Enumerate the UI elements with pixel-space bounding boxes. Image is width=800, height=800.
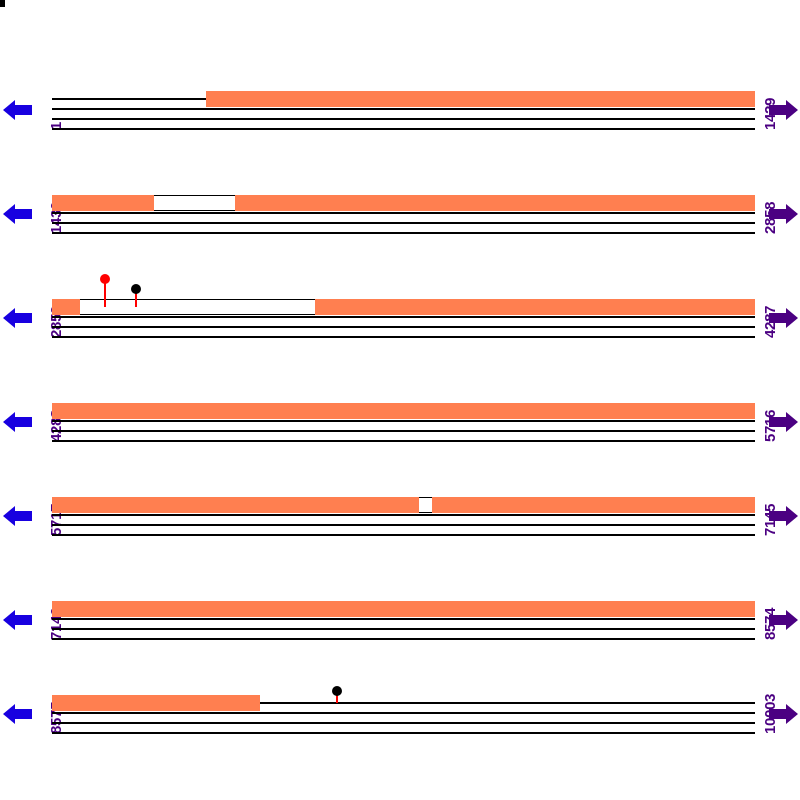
frame-line-3 bbox=[52, 326, 755, 328]
track-end-coordinate: 10003 bbox=[762, 693, 779, 734]
reading-frame-lines bbox=[52, 690, 755, 736]
track-end-coordinate: 2858 bbox=[762, 201, 779, 234]
arrow-left-icon[interactable] bbox=[3, 505, 33, 527]
track-end-coordinate: 1429 bbox=[762, 97, 779, 130]
arrow-left-icon[interactable] bbox=[3, 99, 33, 121]
marker-stem bbox=[135, 289, 137, 307]
orf-block[interactable] bbox=[52, 403, 755, 419]
marker-stem bbox=[104, 279, 106, 307]
frame-line-4 bbox=[52, 534, 755, 536]
arrow-right-icon[interactable] bbox=[768, 411, 798, 433]
frame-line-2 bbox=[52, 514, 755, 516]
corner-artifact bbox=[0, 0, 5, 7]
arrow-right-icon[interactable] bbox=[768, 203, 798, 225]
frame-line-2 bbox=[52, 212, 755, 214]
marker-head bbox=[100, 274, 110, 284]
arrow-left-icon[interactable] bbox=[3, 307, 33, 329]
orf-block[interactable] bbox=[52, 695, 260, 711]
track-end-coordinate: 4287 bbox=[762, 305, 779, 338]
frame-line-2 bbox=[52, 316, 755, 318]
track-end-coordinate: 8574 bbox=[762, 607, 779, 640]
frame-line-4 bbox=[52, 732, 755, 734]
frame-line-3 bbox=[52, 430, 755, 432]
frame-line-3 bbox=[52, 118, 755, 120]
arrow-right-icon[interactable] bbox=[768, 99, 798, 121]
arrow-left-icon[interactable] bbox=[3, 609, 33, 631]
frame-line-2 bbox=[52, 420, 755, 422]
orf-block[interactable] bbox=[52, 497, 755, 513]
marker-stem bbox=[336, 691, 338, 703]
arrow-left-icon[interactable] bbox=[3, 703, 33, 725]
arrow-right-icon[interactable] bbox=[768, 307, 798, 329]
arrow-right-icon[interactable] bbox=[768, 703, 798, 725]
orf-gap bbox=[154, 195, 235, 211]
frame-line-3 bbox=[52, 524, 755, 526]
orf-gap bbox=[80, 299, 315, 315]
marker-head bbox=[131, 284, 141, 294]
orf-block[interactable] bbox=[52, 601, 755, 617]
frame-line-4 bbox=[52, 440, 755, 442]
frame-line-1 bbox=[52, 702, 755, 704]
arrow-left-icon[interactable] bbox=[3, 411, 33, 433]
orf-block[interactable] bbox=[206, 91, 755, 107]
arrow-left-icon[interactable] bbox=[3, 203, 33, 225]
frame-line-4 bbox=[52, 638, 755, 640]
frame-line-2 bbox=[52, 618, 755, 620]
frame-line-4 bbox=[52, 232, 755, 234]
frame-line-3 bbox=[52, 722, 755, 724]
track-end-coordinate: 5716 bbox=[762, 409, 779, 442]
frame-line-2 bbox=[52, 712, 755, 714]
frame-line-3 bbox=[52, 222, 755, 224]
track-end-coordinate: 7145 bbox=[762, 503, 779, 536]
frame-line-2 bbox=[52, 108, 755, 110]
frame-line-3 bbox=[52, 628, 755, 630]
frame-line-4 bbox=[52, 128, 755, 130]
arrow-right-icon[interactable] bbox=[768, 609, 798, 631]
arrow-right-icon[interactable] bbox=[768, 505, 798, 527]
frame-line-4 bbox=[52, 336, 755, 338]
marker-head bbox=[332, 686, 342, 696]
orf-gap bbox=[419, 497, 432, 513]
